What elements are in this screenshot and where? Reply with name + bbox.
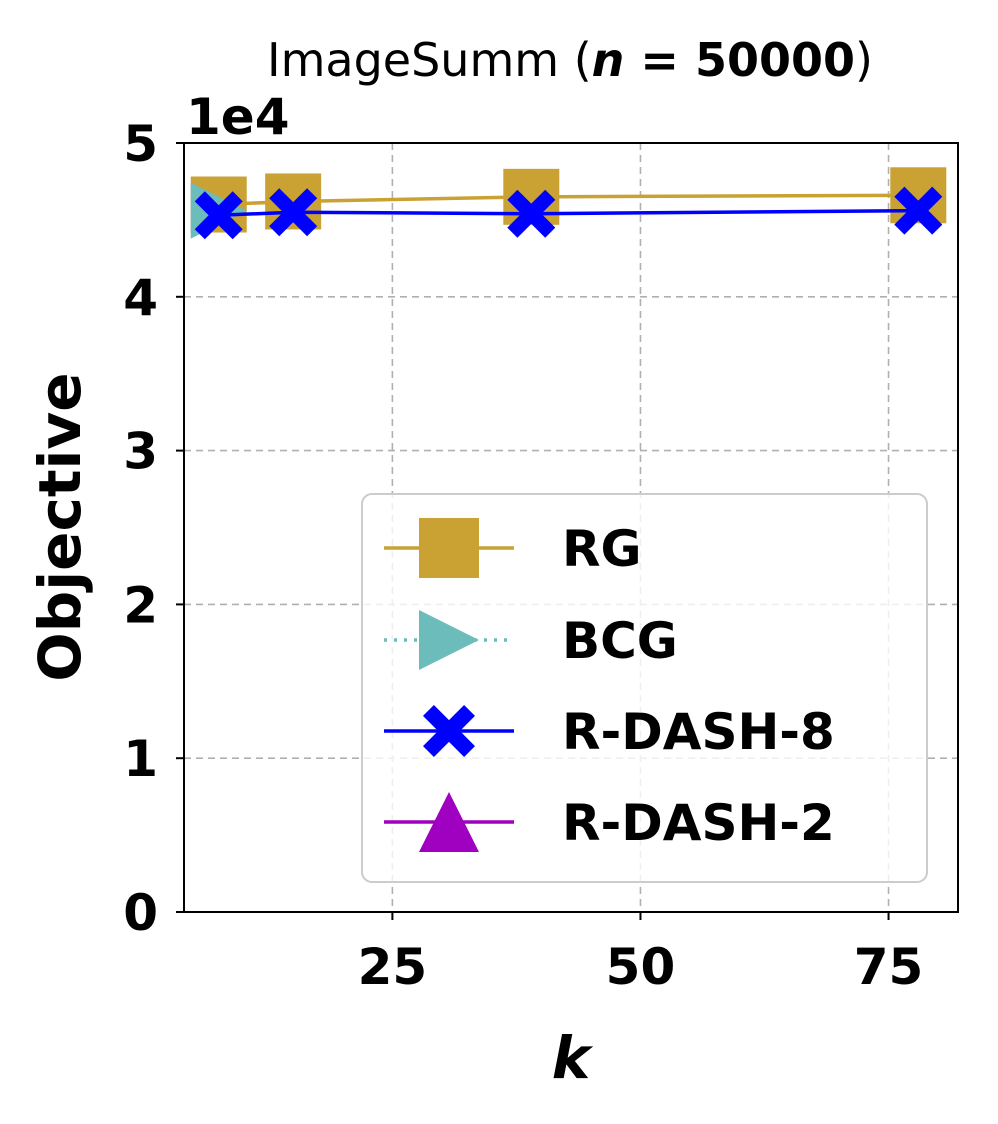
data-point [894, 186, 943, 235]
legend-box [361, 493, 928, 883]
x-tick-label: 75 [854, 938, 924, 996]
legend-item-r-dash-8: R-DASH-8 [384, 703, 835, 761]
data-point [269, 188, 318, 237]
legend-label: R-DASH-8 [562, 703, 835, 761]
legend-label: BCG [562, 612, 678, 670]
x-axis-label: k [552, 1024, 594, 1092]
y-axis-ticks: 0 1 2 3 4 5 [123, 115, 184, 942]
chart-title-eq: = 50000 [624, 33, 855, 87]
series-line [218, 208, 919, 218]
y-scale-label: 1e4 [186, 88, 290, 146]
y-axis-label: Objective [26, 372, 94, 681]
legend-marker [419, 610, 479, 670]
chart-title-prefix: ImageSumm ( [267, 33, 592, 87]
legend-marker [419, 518, 479, 578]
x-axis-ticks: 25 50 75 [358, 912, 924, 996]
chart-title-n: n [592, 33, 625, 87]
y-tick-label: 0 [123, 884, 158, 942]
legend: RG BCG R-DASH-8 R-DASH-2 [361, 493, 928, 883]
plot-frame [183, 142, 959, 913]
legend-marker [423, 705, 475, 757]
series-line [218, 193, 919, 207]
chart-title: ImageSumm (n = 50000) [267, 33, 873, 87]
x-tick-label: 25 [358, 938, 428, 996]
data-point [507, 189, 556, 238]
y-tick-label: 1 [123, 730, 158, 788]
legend-label: R-DASH-2 [562, 794, 835, 852]
plot-area [183, 142, 959, 913]
series-layer [190, 167, 947, 240]
x-tick-label: 50 [606, 938, 676, 996]
series-r-dash-8 [194, 186, 943, 240]
legend-marker [419, 792, 479, 852]
chart-title-suffix: ) [855, 33, 873, 87]
y-tick-label: 4 [123, 269, 158, 327]
legend-item-bcg: BCG [384, 610, 678, 670]
y-tick-label: 3 [123, 423, 158, 481]
legend-item-rg: RG [384, 518, 642, 578]
y-tick-label: 5 [123, 115, 158, 173]
legend-item-r-dash-2: R-DASH-2 [384, 792, 835, 852]
data-point [194, 191, 243, 240]
legend-label: RG [562, 520, 642, 578]
y-tick-label: 2 [123, 576, 158, 634]
